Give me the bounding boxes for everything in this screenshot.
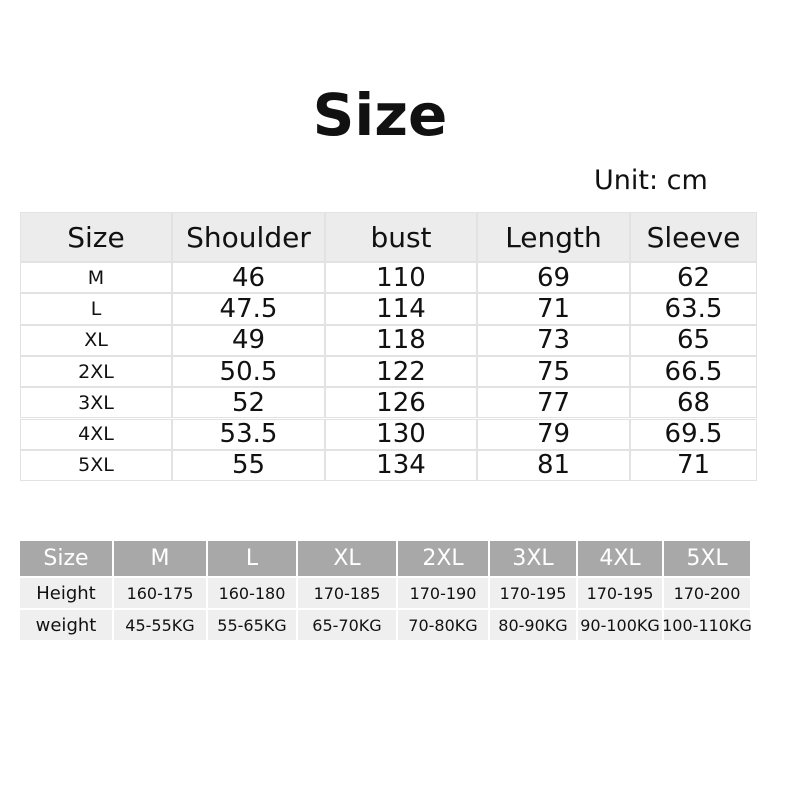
table-cell: 118 (325, 324, 477, 356)
table-cell: 71 (630, 449, 757, 482)
table-cell: 4XL (20, 418, 172, 450)
table-cell: 100-110KG (662, 610, 752, 640)
header-cell: Sleeve (630, 212, 757, 262)
table-cell: 170-185 (298, 578, 396, 608)
table-cell: 68 (630, 387, 757, 419)
header-cell: 3XL (490, 541, 576, 576)
table-cell: 66.5 (630, 355, 757, 388)
table-cell: 73 (477, 324, 630, 356)
table-cell: 110 (325, 262, 477, 294)
table-cell: 90-100KG (578, 610, 662, 640)
table-cell: M (20, 262, 172, 294)
table-cell: 70-80KG (398, 610, 488, 640)
table-cell: 62 (630, 262, 757, 294)
table-cell: 55 (172, 449, 325, 482)
table-cell: Height (20, 578, 112, 608)
header-cell: M (114, 541, 206, 576)
title: Size (312, 81, 448, 149)
table-cell: 52 (172, 387, 325, 419)
header-cell: L (208, 541, 296, 576)
table-cell: 65-70KG (298, 610, 396, 640)
header-cell: 5XL (664, 541, 750, 576)
table-cell: 65 (630, 324, 757, 356)
table-cell: 134 (325, 449, 477, 482)
table-cell: 170-200 (664, 578, 750, 608)
table-cell: 47.5 (172, 293, 325, 325)
table-cell: 170-190 (398, 578, 488, 608)
table-cell: XL (20, 324, 172, 356)
header-cell: 2XL (398, 541, 488, 576)
header-cell: Size (20, 212, 172, 262)
table-cell: 71 (477, 293, 630, 325)
table-cell: 160-175 (114, 578, 206, 608)
table-cell: 160-180 (208, 578, 296, 608)
table-cell: L (20, 293, 172, 325)
header-cell: bust (325, 212, 477, 262)
table-cell: 55-65KG (208, 610, 296, 640)
header-cell: 4XL (578, 541, 662, 576)
table-cell: 122 (325, 355, 477, 388)
table-cell: 63.5 (630, 293, 757, 325)
header-cell: Size (20, 541, 112, 576)
table-cell: 170-195 (578, 578, 662, 608)
table-cell: 49 (172, 324, 325, 356)
table-cell: 114 (325, 293, 477, 325)
table-cell: 45-55KG (114, 610, 206, 640)
header-cell: Length (477, 212, 630, 262)
header-cell: Shoulder (172, 212, 325, 262)
table-cell: 77 (477, 387, 630, 419)
table-cell: 3XL (20, 387, 172, 419)
table-cell: 130 (325, 418, 477, 450)
table-cell: 170-195 (490, 578, 576, 608)
table-cell: 75 (477, 355, 630, 388)
table-cell: 79 (477, 418, 630, 450)
unit: Unit: cm (594, 164, 708, 196)
table-cell: 126 (325, 387, 477, 419)
table-cell: 2XL (20, 355, 172, 388)
header-cell: XL (298, 541, 396, 576)
table-cell: 5XL (20, 449, 172, 482)
table-cell: 69.5 (630, 418, 757, 450)
table-cell: 46 (172, 262, 325, 294)
table-cell: 53.5 (172, 418, 325, 450)
table-cell: 50.5 (172, 355, 325, 388)
table-cell: 80-90KG (490, 610, 576, 640)
table-cell: 81 (477, 449, 630, 482)
table-cell: 69 (477, 262, 630, 294)
table-cell: weight (20, 610, 112, 640)
